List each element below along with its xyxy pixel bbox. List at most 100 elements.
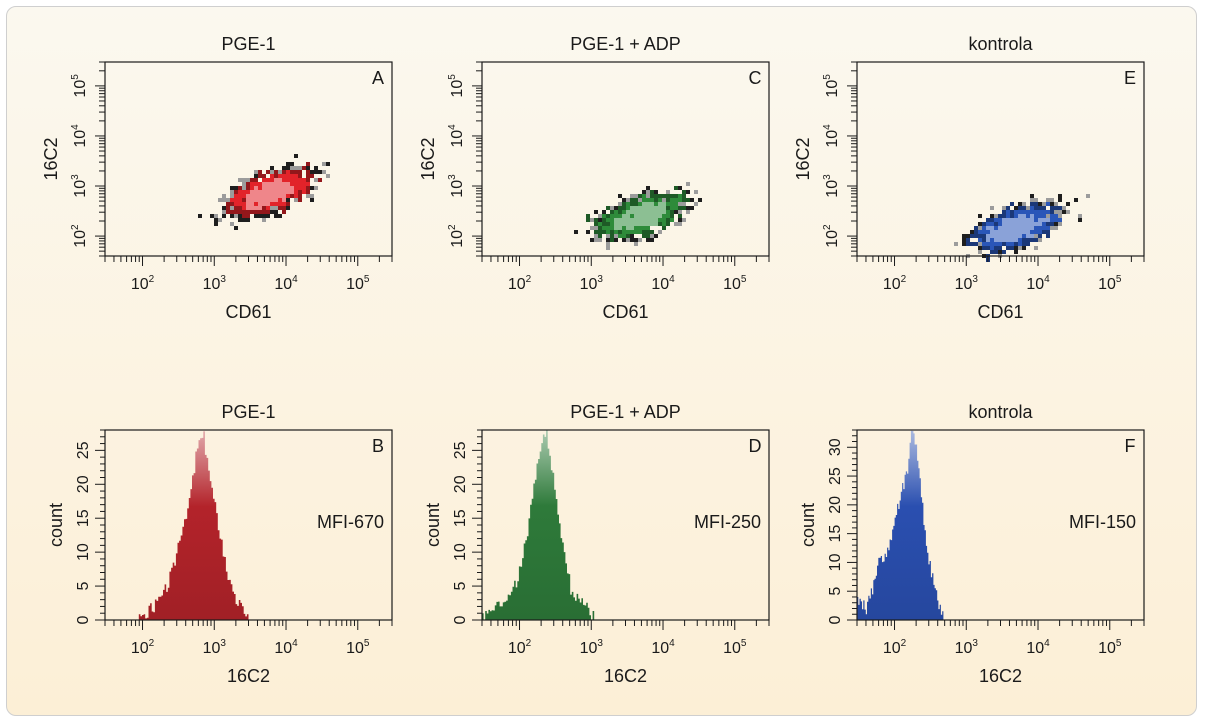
scatter-point [258, 170, 262, 174]
scatter-point [238, 202, 242, 206]
scatter-point [286, 202, 290, 206]
x-tick-label: 102 [508, 274, 532, 293]
scatter-point [1026, 214, 1030, 218]
scatter-point [242, 194, 246, 198]
scatter-point [298, 166, 302, 170]
scatter-point [258, 210, 262, 214]
scatter-point [1038, 218, 1042, 222]
scatter-point [1010, 226, 1014, 230]
scatter-point [658, 202, 662, 206]
y-tick-label: 25 [452, 441, 469, 459]
scatter-point [258, 194, 262, 198]
scatter-point [258, 186, 262, 190]
scatter-point [1054, 210, 1058, 214]
scatter-point [1034, 238, 1038, 242]
scatter-point [998, 226, 1002, 230]
x-tick-label: 105 [346, 638, 370, 657]
chart-panel-a: PGE-1 A 102 103 104 105 CD61 102 103 104 105 16C2 [41, 34, 393, 322]
chart-title: PGE-1 [221, 402, 275, 422]
scatter-point [1078, 214, 1082, 218]
scatter-point [622, 222, 626, 226]
scatter-point [242, 214, 246, 218]
scatter-point [634, 218, 638, 222]
scatter-point [626, 210, 630, 214]
scatter-point [274, 174, 278, 178]
scatter-point [294, 194, 298, 198]
scatter-point [1030, 206, 1034, 210]
scatter-point [1042, 218, 1046, 222]
scatter-point [250, 186, 254, 190]
scatter-point [254, 194, 258, 198]
scatter-point [290, 182, 294, 186]
y-tick-label: 103 [447, 174, 466, 198]
scatter-point [262, 182, 266, 186]
scatter-point [282, 198, 286, 202]
scatter-point [598, 222, 602, 226]
scatter-point [258, 174, 262, 178]
scatter-point [1018, 226, 1022, 230]
scatter-point [274, 194, 278, 198]
scatter-point [606, 230, 610, 234]
scatter-point [606, 214, 610, 218]
scatter-point [646, 194, 650, 198]
scatter-point [1038, 238, 1042, 242]
scatter-point [198, 214, 202, 218]
scatter-point [978, 250, 982, 254]
scatter-point [246, 202, 250, 206]
scatter-point [1062, 206, 1066, 210]
scatter-point [994, 250, 998, 254]
scatter-point [1034, 214, 1038, 218]
scatter-point [630, 238, 634, 242]
scatter-point [966, 242, 970, 246]
scatter-point [994, 222, 998, 226]
y-tick-label: 15 [75, 509, 92, 527]
scatter-point [294, 182, 298, 186]
scatter-point [966, 234, 970, 238]
scatter-point [250, 210, 254, 214]
scatter-point [1022, 206, 1026, 210]
scatter-point [1030, 226, 1034, 230]
scatter-point [1018, 202, 1022, 206]
scatter-point [590, 238, 594, 242]
x-axis: 102 103 104 105 [104, 620, 393, 657]
scatter-point [670, 206, 674, 210]
scatter-point [606, 226, 610, 230]
scatter-point [1030, 198, 1034, 202]
scatter-point [1038, 226, 1042, 230]
scatter-point [1006, 218, 1010, 222]
scatter-point [1014, 206, 1018, 210]
scatter-point [978, 238, 982, 242]
scatter-point [654, 202, 658, 206]
scatter-point [262, 202, 266, 206]
scatter-point [302, 166, 306, 170]
x-axis-label: 16C2 [604, 666, 647, 686]
histogram-area [135, 431, 249, 620]
scatter-point [254, 214, 258, 218]
scatter-point [242, 210, 246, 214]
scatter-point [258, 190, 262, 194]
scatter-point [986, 218, 990, 222]
scatter-point [654, 206, 658, 210]
scatter-point [1046, 226, 1050, 230]
scatter-point [286, 182, 290, 186]
scatter-point [274, 170, 278, 174]
scatter-point [666, 210, 670, 214]
scatter-point [230, 202, 234, 206]
scatter-point [1042, 214, 1046, 218]
scatter-point [606, 218, 610, 222]
scatter-point [266, 170, 270, 174]
scatter-point [998, 230, 1002, 234]
scatter-point [966, 238, 970, 242]
scatter-point [270, 170, 274, 174]
scatter-point [1018, 246, 1022, 250]
scatter-point [954, 242, 958, 246]
y-tick-label: 104 [822, 124, 841, 148]
x-tick-label: 104 [1026, 274, 1050, 293]
scatter-point [970, 242, 974, 246]
scatter-point [1022, 218, 1026, 222]
scatter-point [254, 198, 258, 202]
scatter-point [318, 170, 322, 174]
scatter-point [646, 226, 650, 230]
scatter-point [1002, 230, 1006, 234]
scatter-point [974, 242, 978, 246]
